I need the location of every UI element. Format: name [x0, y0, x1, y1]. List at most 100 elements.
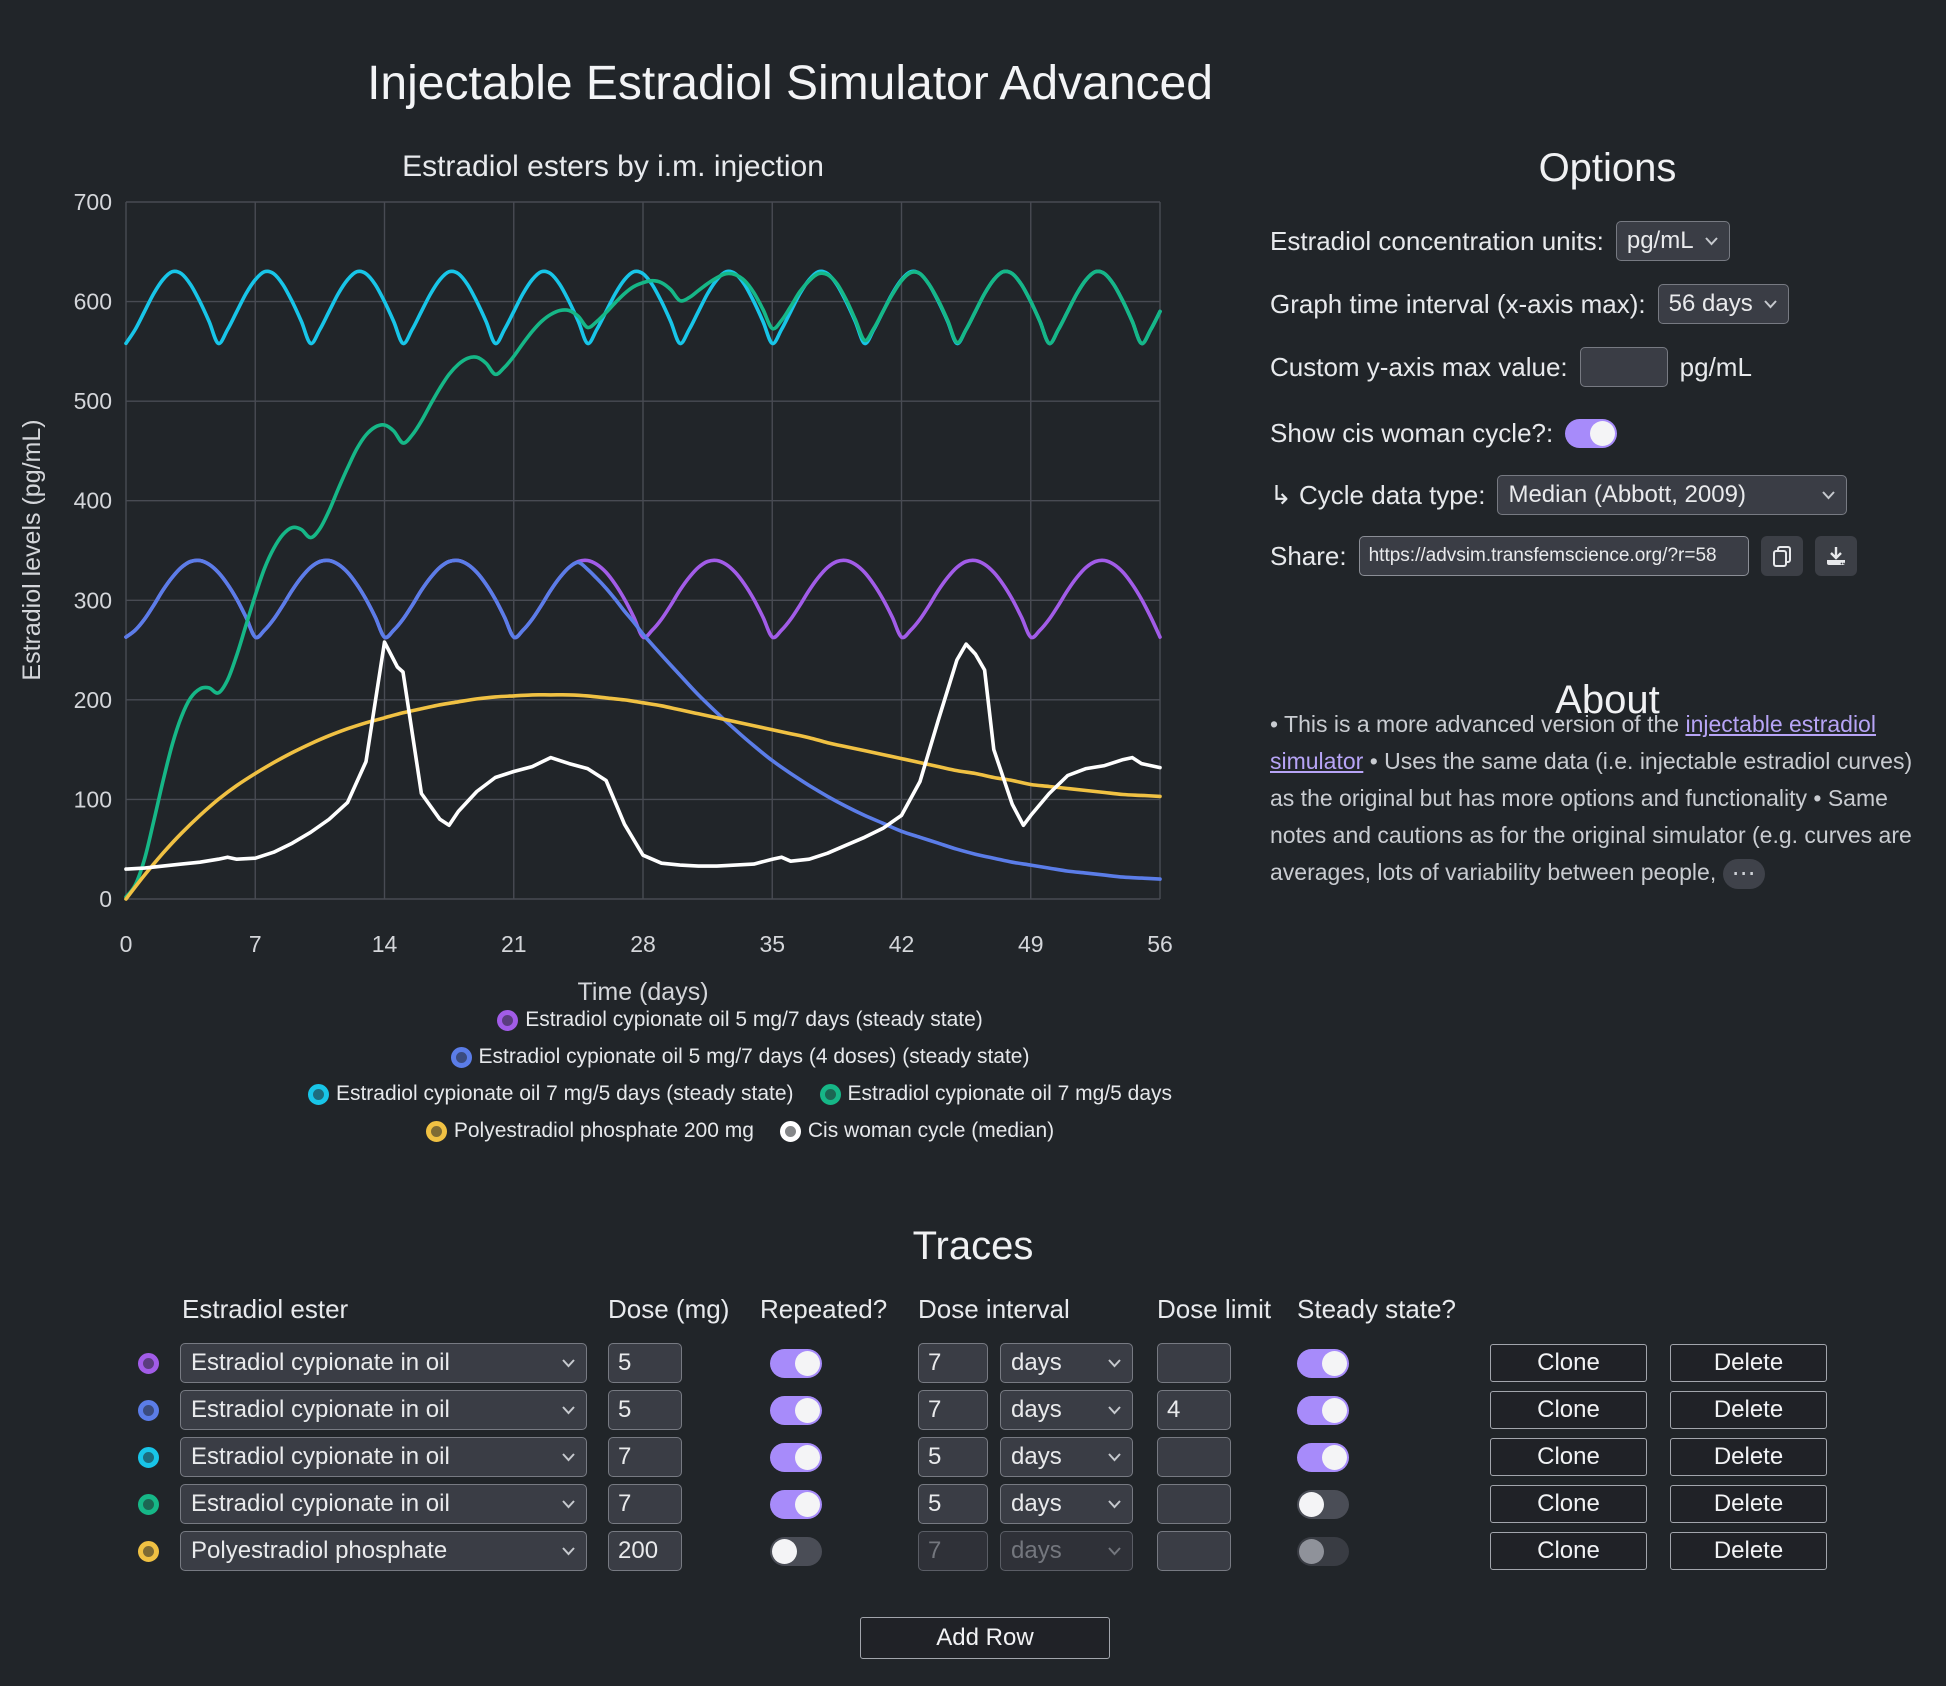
- ester-select[interactable]: Estradiol cypionate in oil: [180, 1390, 587, 1430]
- repeated-toggle[interactable]: [770, 1349, 822, 1378]
- steady-state-toggle[interactable]: [1297, 1443, 1349, 1472]
- dose-limit-input[interactable]: [1157, 1484, 1231, 1524]
- gridlines: [125, 201, 1161, 900]
- delete-button[interactable]: Delete: [1670, 1532, 1827, 1570]
- repeated-toggle[interactable]: [770, 1537, 822, 1566]
- legend-item-3[interactable]: Estradiol cypionate oil 7 mg/5 days: [819, 1082, 1172, 1106]
- toggle-knob: [1299, 1539, 1324, 1564]
- legend-item-2[interactable]: Estradiol cypionate oil 7 mg/5 days (ste…: [307, 1082, 794, 1106]
- units-select[interactable]: pg/mL: [1615, 221, 1730, 261]
- svg-text:42: 42: [889, 931, 915, 957]
- dose-input[interactable]: [608, 1343, 682, 1383]
- ester-select[interactable]: Estradiol cypionate in oil: [180, 1343, 587, 1383]
- chevron-down-icon: [562, 1453, 575, 1462]
- interval-unit-select[interactable]: days: [1000, 1484, 1133, 1524]
- legend-dot: [819, 1083, 841, 1105]
- dose-input[interactable]: [608, 1437, 682, 1477]
- dose-input[interactable]: [608, 1390, 682, 1430]
- chevron-down-icon: [1108, 1453, 1121, 1462]
- trace-color-dot: [138, 1494, 159, 1515]
- ester-select[interactable]: Polyestradiol phosphate: [180, 1531, 587, 1571]
- dose-interval-input[interactable]: [918, 1484, 988, 1524]
- about-text-before: • This is a more advanced version of the: [1270, 711, 1686, 737]
- toggle-knob: [1322, 1398, 1347, 1423]
- option-row-cycle-type: ↳ Cycle data type: Median (Abbott, 2009): [1270, 474, 1848, 516]
- clone-button[interactable]: Clone: [1490, 1438, 1647, 1476]
- trace-color-dot: [138, 1541, 159, 1562]
- option-row-time-interval: Graph time interval (x-axis max): 56 day…: [1270, 283, 1789, 325]
- cycle-type-select[interactable]: Median (Abbott, 2009): [1497, 475, 1848, 515]
- trace-row-5: Polyestradiol phosphate days Clone Delete: [0, 1531, 1946, 1573]
- download-button[interactable]: [1814, 536, 1857, 576]
- steady-state-toggle[interactable]: [1297, 1396, 1349, 1425]
- clone-button[interactable]: Clone: [1490, 1344, 1647, 1382]
- chevron-down-icon: [1763, 300, 1777, 309]
- interval-unit-select[interactable]: days: [1000, 1343, 1133, 1383]
- simulator-link[interactable]: injectable estradiol simulator: [1270, 711, 1876, 774]
- dose-interval-input[interactable]: [918, 1343, 988, 1383]
- interval-unit-select[interactable]: days: [1000, 1531, 1133, 1571]
- header-estradiol-ester: Estradiol ester: [182, 1294, 349, 1324]
- clone-button[interactable]: Clone: [1490, 1532, 1647, 1570]
- svg-text:35: 35: [759, 931, 785, 957]
- repeated-toggle[interactable]: [770, 1396, 822, 1425]
- legend-dot: [450, 1046, 472, 1068]
- steady-state-toggle[interactable]: [1297, 1537, 1349, 1566]
- delete-button[interactable]: Delete: [1670, 1438, 1827, 1476]
- legend-label: Estradiol cypionate oil 7 mg/5 days (ste…: [335, 1082, 794, 1105]
- chart-title: Estradiol esters by i.m. injection: [402, 150, 824, 183]
- dose-limit-input[interactable]: [1157, 1531, 1231, 1571]
- dose-limit-input[interactable]: [1157, 1437, 1231, 1477]
- legend-item-4[interactable]: Polyestradiol phosphate 200 mg: [425, 1119, 754, 1143]
- legend-item-1[interactable]: Estradiol cypionate oil 5 mg/7 days (4 d…: [450, 1045, 1030, 1069]
- share-url-input[interactable]: [1358, 536, 1749, 576]
- legend-item-5[interactable]: Cis woman cycle (median): [779, 1119, 1054, 1143]
- dose-input[interactable]: [608, 1531, 682, 1571]
- delete-button[interactable]: Delete: [1670, 1344, 1827, 1382]
- trace-color-dot: [138, 1353, 159, 1374]
- clone-button[interactable]: Clone: [1490, 1391, 1647, 1429]
- about-heading: About: [1555, 678, 1660, 722]
- svg-text:700: 700: [74, 189, 112, 215]
- time-interval-select[interactable]: 56 days: [1657, 284, 1789, 324]
- toggle-knob: [795, 1492, 820, 1517]
- steady-state-toggle[interactable]: [1297, 1490, 1349, 1519]
- ymax-input[interactable]: [1579, 347, 1668, 387]
- expand-ellipsis-button[interactable]: ⋯: [1722, 858, 1765, 889]
- trace-row-1: Estradiol cypionate in oil days Clone Delet…: [0, 1343, 1946, 1385]
- svg-text:49: 49: [1018, 931, 1044, 957]
- delete-button[interactable]: Delete: [1670, 1485, 1827, 1523]
- dose-input[interactable]: [608, 1484, 682, 1524]
- chevron-down-icon: [562, 1547, 575, 1556]
- dose-interval-input[interactable]: [918, 1531, 988, 1571]
- dose-limit-input[interactable]: [1157, 1390, 1231, 1430]
- copy-link-button[interactable]: [1760, 536, 1803, 576]
- legend-item-0[interactable]: Estradiol cypionate oil 5 mg/7 days (ste…: [497, 1008, 983, 1032]
- steady-state-toggle[interactable]: [1297, 1349, 1349, 1378]
- toggle-knob: [1322, 1351, 1347, 1376]
- clone-button[interactable]: Clone: [1490, 1485, 1647, 1523]
- svg-text:0: 0: [99, 886, 112, 912]
- chevron-down-icon: [1108, 1406, 1121, 1415]
- show-cycle-label: Show cis woman cycle?:: [1270, 417, 1554, 448]
- interval-unit-select[interactable]: days: [1000, 1437, 1133, 1477]
- series-5: [124, 640, 1162, 871]
- show-cycle-toggle[interactable]: [1565, 418, 1618, 448]
- copy-icon: [1772, 546, 1791, 567]
- dose-interval-input[interactable]: [918, 1390, 988, 1430]
- add-row-button[interactable]: Add Row: [860, 1617, 1110, 1659]
- legend-label: Estradiol cypionate oil 5 mg/7 days (4 d…: [478, 1045, 1030, 1068]
- chevron-down-icon: [1704, 237, 1718, 246]
- repeated-toggle[interactable]: [770, 1490, 822, 1519]
- interval-unit-select[interactable]: days: [1000, 1390, 1133, 1430]
- trace-row-4: Estradiol cypionate in oil days Clone Delet…: [0, 1484, 1946, 1526]
- repeated-toggle[interactable]: [770, 1443, 822, 1472]
- dose-interval-input[interactable]: [918, 1437, 988, 1477]
- ester-select[interactable]: Estradiol cypionate in oil: [180, 1484, 587, 1524]
- toggle-knob: [795, 1445, 820, 1470]
- ester-select[interactable]: Estradiol cypionate in oil: [180, 1437, 587, 1477]
- dose-limit-input[interactable]: [1157, 1343, 1231, 1383]
- svg-text:500: 500: [74, 388, 112, 414]
- delete-button[interactable]: Delete: [1670, 1391, 1827, 1429]
- svg-text:28: 28: [630, 931, 656, 957]
